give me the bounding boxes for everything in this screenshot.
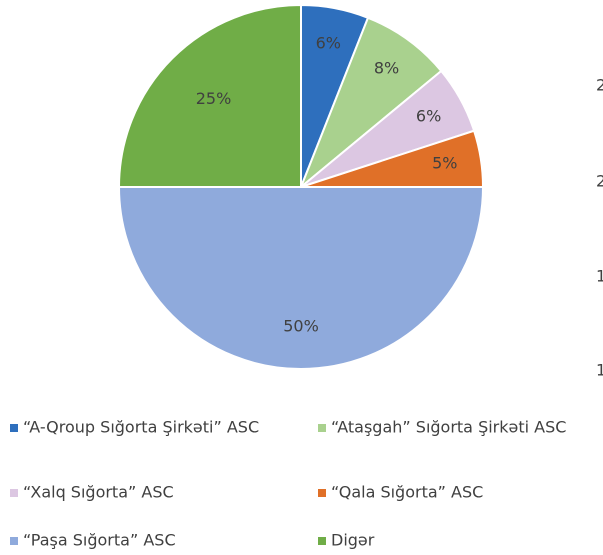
legend-swatch bbox=[10, 424, 18, 432]
data-label: 6% bbox=[416, 106, 441, 125]
legend-label: “A-Qroup Sığorta Şirkəti” ASC bbox=[23, 418, 259, 437]
data-label: 50% bbox=[283, 317, 319, 336]
pie-slice bbox=[117, 3, 302, 188]
clipped-label: 1 bbox=[596, 361, 603, 380]
pie-slice bbox=[117, 186, 485, 370]
legend-swatch bbox=[318, 424, 326, 432]
legend-swatch bbox=[10, 489, 18, 497]
data-label: 25% bbox=[196, 89, 232, 108]
legend-swatch bbox=[318, 489, 326, 497]
legend-label: “Qala Sığorta” ASC bbox=[331, 483, 483, 502]
legend-label: “Paşa Sığorta” ASC bbox=[23, 531, 176, 550]
legend-label: Digər bbox=[331, 531, 375, 550]
data-label: 6% bbox=[316, 33, 341, 52]
legend-label: “Xalq Sığorta” ASC bbox=[23, 483, 174, 502]
data-label: 8% bbox=[374, 59, 399, 78]
legend-swatch bbox=[318, 537, 326, 545]
data-label: 5% bbox=[432, 154, 457, 173]
clipped-label: 1 bbox=[596, 267, 603, 286]
legend-label: “Ataşgah” Sığorta Şirkəti ASC bbox=[331, 418, 566, 437]
pie-slice bbox=[300, 16, 443, 188]
legend-swatch bbox=[10, 537, 18, 545]
clipped-label: 2 bbox=[596, 76, 603, 95]
clipped-label: 2 bbox=[596, 172, 603, 191]
